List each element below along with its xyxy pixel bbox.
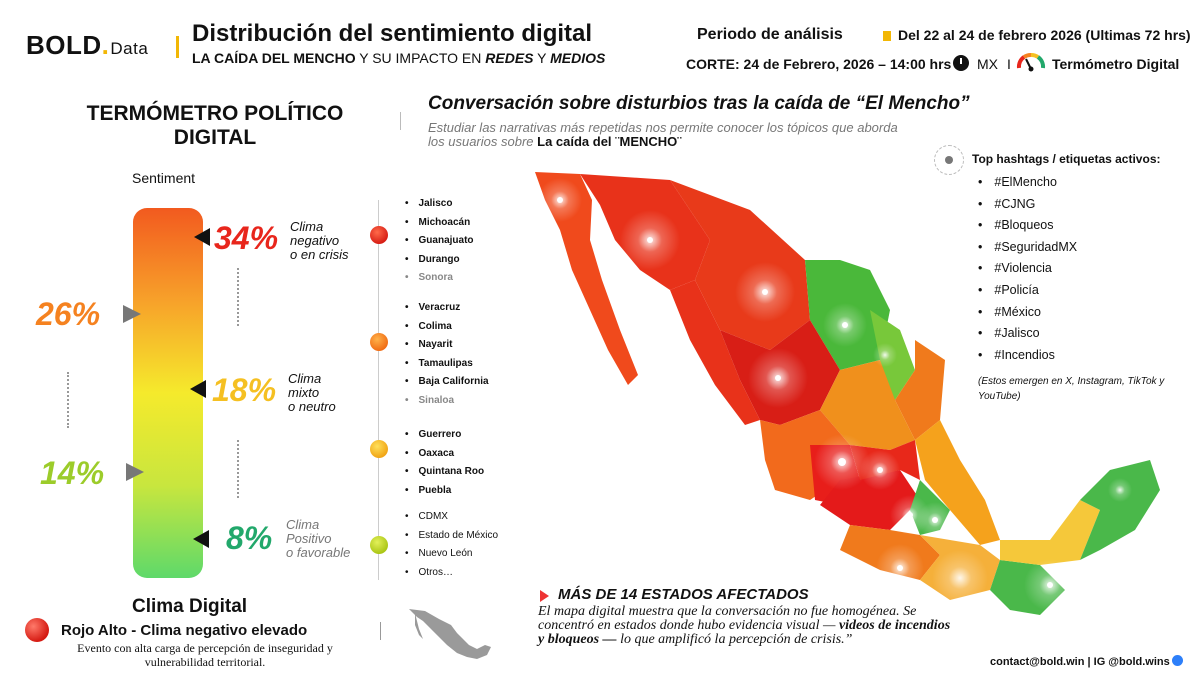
conversation-title: Conversación sobre disturbios tras la ca… [428,93,970,114]
dotted-connector [237,268,239,326]
list-item: CDMX [405,508,498,527]
side-arrow-bottom [126,463,144,481]
gauge-arrow-negative [194,228,210,246]
negative-group-dot [370,226,388,244]
thermometer-gauge-icon [1016,53,1046,72]
negative-label: Clima negativo o en crisis [290,219,349,262]
play-arrow-icon [540,590,549,602]
hashtags-title: Top hashtags / etiquetas activos: [972,152,1161,166]
list-item: Nuevo León [405,545,498,564]
list-item: Sinaloa [405,392,489,411]
hashtags-list: #ElMencho #CJNG #Bloqueos #SeguridadMX #… [978,172,1077,366]
list-item: Baja California [405,373,489,392]
list-item: Otros… [405,564,498,583]
positive-group-dot [370,536,388,554]
state-group-neutral: Guerrero Oaxaca Quintana Roo Puebla [405,426,485,501]
list-item: #ElMencho [978,172,1077,194]
gauge-arrow-neutral [190,380,206,398]
divider [400,112,401,130]
state-group-negative: Jalisco Michoacán Guanajuato Durango Son… [405,195,474,288]
list-item: Tamaulipas [405,355,489,374]
alert-description: Evento con alta carga de percepción de i… [77,641,333,669]
map-quote: El mapa digital muestra que la conversac… [538,604,951,647]
side-percent-top: 26% [36,296,101,332]
hashtags-note: (Estos emergen en X, Instagram, TikTok y… [978,376,1165,402]
page-title: Distribución del sentimiento digital [192,20,593,47]
period-value: Del 22 al 24 de febrero 2026 (Ultimas 72… [898,27,1191,43]
list-item: #CJNG [978,194,1077,216]
section-title: TERMÓMETRO POLÍTICO DIGITAL [86,102,344,149]
neutral-percent: 18% [212,372,277,408]
dotted-connector [237,440,239,498]
list-item: #Policía [978,280,1077,302]
footer-contact: contact@bold.win | IG @bold.wins [990,655,1183,668]
list-item: #Bloqueos [978,215,1077,237]
period-label: Periodo de análisis [697,26,843,43]
list-item: Michoacán [405,214,474,233]
cutoff-time: CORTE: 24 de Febrero, 2026 – 14:00 hrs [686,56,952,72]
neutral-label: Clima mixto o neutro [288,371,336,414]
list-item: Veracruz [405,299,489,318]
group-connector-line [378,200,379,580]
state-tamaulipas [895,340,945,440]
sentiment-label: Sentiment [132,170,196,186]
state-campeche [1000,500,1100,565]
gauge-arrow-positive [193,530,209,548]
dotted-connector [67,372,69,428]
verified-icon [1171,655,1183,666]
list-item: Guanajuato [405,232,474,251]
alert-label: Rojo Alto - Clima negativo elevado [61,622,308,639]
list-item: #Incendios [978,345,1077,367]
mixed-group-dot [370,333,388,351]
state-sinaloa [670,280,760,425]
state-baja-california [535,172,638,385]
list-item: Guerrero [405,426,484,445]
divider [380,622,381,640]
state-group-mixed: Veracruz Colima Nayarit Tamaulipas Baja … [405,299,489,410]
list-item: Colima [405,318,489,337]
negative-percent: 34% [214,220,279,256]
mexico-map-icon [409,609,491,659]
logo-divider [176,36,179,58]
list-item: #México [978,302,1077,324]
brand-name: Termómetro Digital [1052,56,1180,72]
mexico-sentiment-map [535,172,1160,615]
clock-icon [953,55,969,71]
list-item: #SeguridadMX [978,237,1077,259]
list-item: #Violencia [978,258,1077,280]
positive-percent: 8% [226,520,273,556]
period-marker [883,31,891,41]
side-percent-bottom: 14% [40,455,105,491]
climate-title: Clima Digital [132,596,248,617]
state-zacatecas [820,360,915,450]
positive-label: Clima Positivo o favorable [286,517,351,560]
list-item: Estado de México [405,527,499,546]
bold-data-logo: BOLD.Data [26,30,149,60]
state-yucatan [1080,460,1160,560]
affected-states-title: MÁS DE 14 ESTADOS AFECTADOS [558,586,809,603]
list-item: Oaxaca [405,445,484,464]
list-item: Nayarit [405,336,489,355]
alert-red-icon [25,618,49,642]
conversation-description: Estudiar las narrativas más repetidas no… [428,120,898,149]
neutral-group-dot [370,440,388,458]
list-item: Jalisco [405,195,474,214]
list-item: Durango [405,251,474,270]
header-separator: I [1007,56,1011,72]
page-subtitle: LA CAÍDA DEL MENCHO Y SU IMPACTO EN REDE… [192,50,606,66]
list-item: Puebla [405,482,484,501]
side-arrow-top [123,305,141,323]
state-veracruz [915,420,1000,545]
country-code: MX [977,56,998,72]
state-group-positive: CDMX Estado de México Nuevo León Otros… [405,508,499,583]
list-item: #Jalisco [978,323,1077,345]
list-item: Sonora [405,269,474,288]
target-icon [934,145,964,175]
list-item: Quintana Roo [405,463,485,482]
